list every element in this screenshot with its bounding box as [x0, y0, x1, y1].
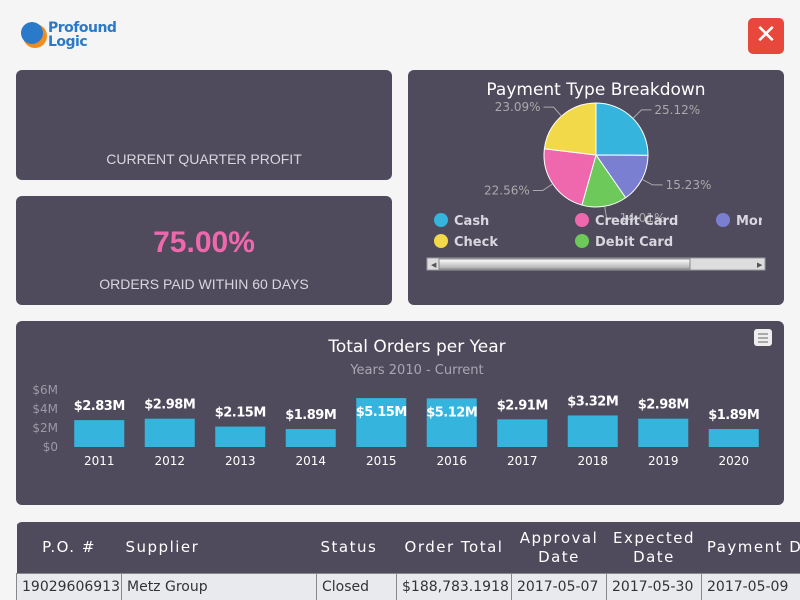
leader-line [641, 178, 663, 186]
x-tick-label: 2019 [648, 454, 679, 468]
data-label: $5.12M [426, 405, 477, 420]
legend-swatch [575, 213, 589, 227]
card: 75.00% ORDERS PAID WITHIN 60 DAYS [16, 196, 392, 305]
logo-icon [21, 22, 47, 48]
legend-label: Credit Card [595, 214, 678, 229]
close-button[interactable]: ✕ [748, 18, 784, 54]
bar [638, 418, 689, 447]
x-tick-label: 2014 [295, 454, 326, 468]
bar [708, 429, 759, 447]
pie-label: 25.12% [654, 103, 700, 117]
y-tick-label: $4M [32, 402, 58, 416]
legend-label: Money Order [736, 214, 800, 229]
y-tick-label: $0 [43, 440, 58, 454]
bar-title: Total Orders per Year [327, 337, 505, 357]
pie-label: 23.09% [495, 100, 541, 114]
svg-text:◀: ◀ [431, 261, 437, 269]
pie-label: 22.56% [484, 184, 530, 198]
table-cell: 19029606913 [16, 573, 122, 600]
table-cell: 2017-05-30 [606, 573, 702, 600]
card-label: ORDERS PAID WITHIN 60 DAYS [99, 276, 309, 292]
data-table: P.O. # Supplier Status Order Total Approval … [16, 522, 800, 600]
logo-text: Logic [48, 34, 88, 50]
bar-subtitle: Years 2010 - Current [349, 363, 483, 378]
column-header: Approval Date [511, 522, 607, 574]
logo-text: Profound [48, 20, 117, 36]
svg-text:▶: ▶ [757, 261, 763, 269]
leader-line [604, 206, 617, 219]
data-label: $2.98M [144, 398, 195, 413]
data-label: $2.15M [215, 406, 266, 421]
legend-label: Check [454, 235, 498, 250]
bar [567, 415, 618, 447]
bar [497, 419, 548, 447]
x-tick-label: 2011 [84, 454, 115, 468]
menu-button[interactable] [754, 329, 772, 346]
y-tick-label: $6M [32, 383, 58, 397]
pie-label: 15.23% [666, 178, 712, 192]
x-tick-label: 2018 [577, 454, 608, 468]
leader-line [543, 106, 562, 117]
x-tick-label: 2015 [366, 454, 397, 468]
bar [215, 426, 266, 447]
pie-chart: 25.12% 15.23% 14.01% 22.56% 23.09% [484, 100, 711, 225]
card: CURRENT QUARTER PROFIT [16, 70, 392, 180]
scrollbar[interactable]: ◀ ▶ [426, 257, 766, 271]
leader-line [532, 183, 554, 192]
legend-swatch [434, 213, 448, 227]
pie-title: Payment Type Breakdown [486, 80, 705, 100]
bar [356, 398, 407, 447]
legend-label: Debit Card [595, 235, 673, 250]
legend-label: Cash [454, 214, 489, 229]
data-label: $2.98M [638, 398, 689, 413]
data-label: $2.91M [497, 398, 548, 413]
column-header: Order Total [396, 522, 512, 574]
table-row[interactable]: 19029606913 Metz Group Closed $188,783.1918… [16, 573, 800, 600]
legend-swatch [716, 213, 730, 227]
data-label: $1.89M [285, 408, 336, 423]
pie-slice [543, 148, 597, 206]
table-cell: $188,783.1918 [396, 573, 512, 600]
logo: Profound Logic [20, 20, 120, 50]
data-label: $2.83M [74, 399, 125, 414]
card-value: 75.00% [153, 226, 255, 259]
x-tick-label: 2016 [436, 454, 467, 468]
bar [74, 420, 125, 447]
legend-swatch [434, 234, 448, 248]
table-cell: 2017-05-09 [701, 573, 800, 600]
leader-line [632, 109, 652, 119]
column-header: Status [316, 522, 397, 574]
bar [426, 398, 477, 447]
bar-chart: $0 $2M $4M $6M $2.83M 2011 $2.98M 2012 $2.15M 201… [32, 383, 759, 468]
legend-swatch [575, 234, 589, 248]
legend: Cash Money Order Debit Card Credit Card Chec… [434, 213, 800, 250]
table-cell: 2017-05-07 [511, 573, 607, 600]
charts: 25.12% 15.23% 14.01% 22.56% 23.09% Payment T… [32, 80, 800, 468]
data-label: $3.32M [567, 394, 618, 409]
card-label: CURRENT QUARTER PROFIT [106, 151, 302, 167]
x-tick-label: 2020 [718, 454, 749, 468]
column-header: Payment Date [701, 522, 800, 574]
table-cell: Metz Group [121, 573, 317, 600]
data-label: $5.15M [356, 405, 407, 420]
table-cell: Closed [316, 573, 397, 600]
x-tick-label: 2017 [507, 454, 538, 468]
bar [285, 429, 336, 447]
bar [144, 418, 195, 447]
x-tick-label: 2013 [225, 454, 256, 468]
x-tick-label: 2012 [154, 454, 185, 468]
column-header: Expected Date [606, 522, 702, 574]
y-tick-label: $2M [32, 421, 58, 435]
pie-slice [543, 102, 597, 156]
pie-slice [595, 154, 649, 199]
column-header: P.O. # [16, 522, 122, 574]
table: P.O. # Supplier Status Order Total Approval … [16, 522, 800, 600]
column-header: Supplier [121, 522, 317, 574]
data-label: $1.89M [708, 408, 759, 423]
pie-label: 14.01% [620, 211, 666, 225]
